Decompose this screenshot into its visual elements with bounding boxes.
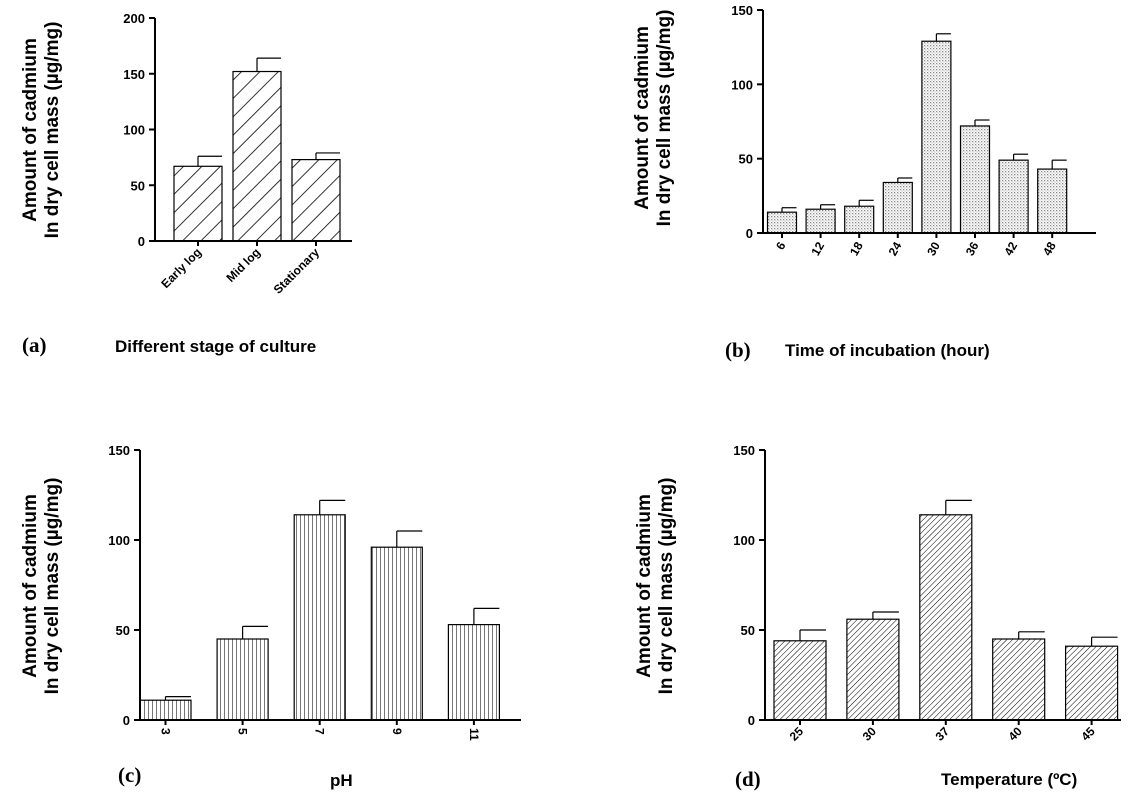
bar-24 xyxy=(882,181,913,234)
y-tick-label: 150 xyxy=(123,67,145,82)
y-tick-label: 50 xyxy=(116,623,130,638)
bar-36 xyxy=(959,125,991,234)
x-tick-label: Early log xyxy=(158,245,204,291)
bar-18 xyxy=(844,205,875,234)
panel-label: (b) xyxy=(725,338,751,362)
x-tick-label: 48 xyxy=(1040,239,1059,258)
bar-5 xyxy=(216,638,269,721)
x-tick-label: 3 xyxy=(159,728,173,735)
x-axis-title: pH xyxy=(330,771,353,790)
y-tick-label: 50 xyxy=(739,152,753,167)
panel-d: 0 50 100 150 25 30 37 40 45 Amount of cadmiumIn d… xyxy=(634,443,1121,791)
y-tick-label: 0 xyxy=(746,226,753,241)
bar-6 xyxy=(766,211,798,234)
y-tick-label: 100 xyxy=(108,533,130,548)
x-tick-label: 5 xyxy=(236,728,250,735)
y-axis-title: Amount of cadmiumIn dry cell mass (µg/mg… xyxy=(634,478,677,695)
y-tick-label: 0 xyxy=(138,234,145,249)
bar-7 xyxy=(293,514,346,721)
bar-Stationary xyxy=(291,159,341,242)
y-axis-title: Amount of cadmiumIn dry cell mass (µg/mg… xyxy=(20,478,63,695)
panel-c: 0 50 100 150 3 5 7 9 11 Amount of cadmiumIn dry c… xyxy=(20,443,521,790)
bar-Early log xyxy=(173,165,223,242)
panel-label: (a) xyxy=(22,333,47,357)
y-axis-title: Amount of cadmiumIn dry cell mass (µg/mg… xyxy=(632,10,675,227)
y-tick-label: 0 xyxy=(123,713,130,728)
x-axis-title: Temperature (ºC) xyxy=(941,770,1077,789)
bar-45 xyxy=(1064,645,1119,721)
x-tick-label: Stationary xyxy=(271,245,323,297)
x-tick-label: 18 xyxy=(847,239,866,258)
bar-37 xyxy=(919,514,973,721)
y-tick-label: 150 xyxy=(108,443,130,458)
bar-42 xyxy=(998,159,1029,234)
y-tick-label: 0 xyxy=(748,713,755,728)
x-tick-label: 37 xyxy=(933,724,953,744)
x-tick-label: 40 xyxy=(1005,724,1025,744)
x-tick-label: 45 xyxy=(1078,724,1098,744)
bar-9 xyxy=(370,546,423,721)
panel-label: (c) xyxy=(118,763,141,787)
x-tick-label: 30 xyxy=(860,724,880,744)
x-tick-label: Mid log xyxy=(224,245,264,285)
x-tick-label: 12 xyxy=(808,239,827,258)
panel-label: (d) xyxy=(735,767,761,791)
y-axis-title: Amount of cadmiumIn dry cell mass (µg/mg… xyxy=(20,22,63,239)
x-tick-label: 36 xyxy=(963,239,982,258)
x-tick-label: 30 xyxy=(924,239,943,258)
y-tick-label: 100 xyxy=(731,77,753,92)
y-tick-label: 100 xyxy=(123,123,145,138)
x-tick-label: 9 xyxy=(390,728,404,735)
y-tick-label: 150 xyxy=(733,443,755,458)
bar-30 xyxy=(846,618,900,721)
x-tick-label: 25 xyxy=(787,724,807,744)
y-tick-label: 50 xyxy=(741,623,755,638)
x-tick-label: 42 xyxy=(1001,239,1020,258)
panel-a: 0 50 100 150 200 Early log Mid log Stationary Am… xyxy=(20,11,352,357)
y-tick-label: 150 xyxy=(731,3,753,18)
x-tick-label: 7 xyxy=(313,728,327,735)
y-tick-label: 200 xyxy=(123,11,145,26)
bar-Mid log xyxy=(232,70,282,242)
x-tick-label: 6 xyxy=(773,239,789,252)
bar-30 xyxy=(921,40,952,234)
y-tick-label: 100 xyxy=(733,533,755,548)
bar-40 xyxy=(992,638,1046,721)
x-axis-title: Different stage of culture xyxy=(115,337,316,356)
bar-11 xyxy=(447,623,500,721)
bar-3 xyxy=(139,699,192,721)
bar-48 xyxy=(1037,168,1068,234)
panel-b: 0 50 100 150 6 12 18 24 30 36 42 48 Amount of cadmiu… xyxy=(632,3,1096,362)
bar-25 xyxy=(773,640,827,721)
x-tick-label: 24 xyxy=(886,239,905,258)
x-axis-title: Time of incubation (hour) xyxy=(785,341,990,360)
x-tick-label: 11 xyxy=(467,728,481,741)
y-tick-label: 50 xyxy=(131,178,145,193)
bar-12 xyxy=(805,208,836,234)
